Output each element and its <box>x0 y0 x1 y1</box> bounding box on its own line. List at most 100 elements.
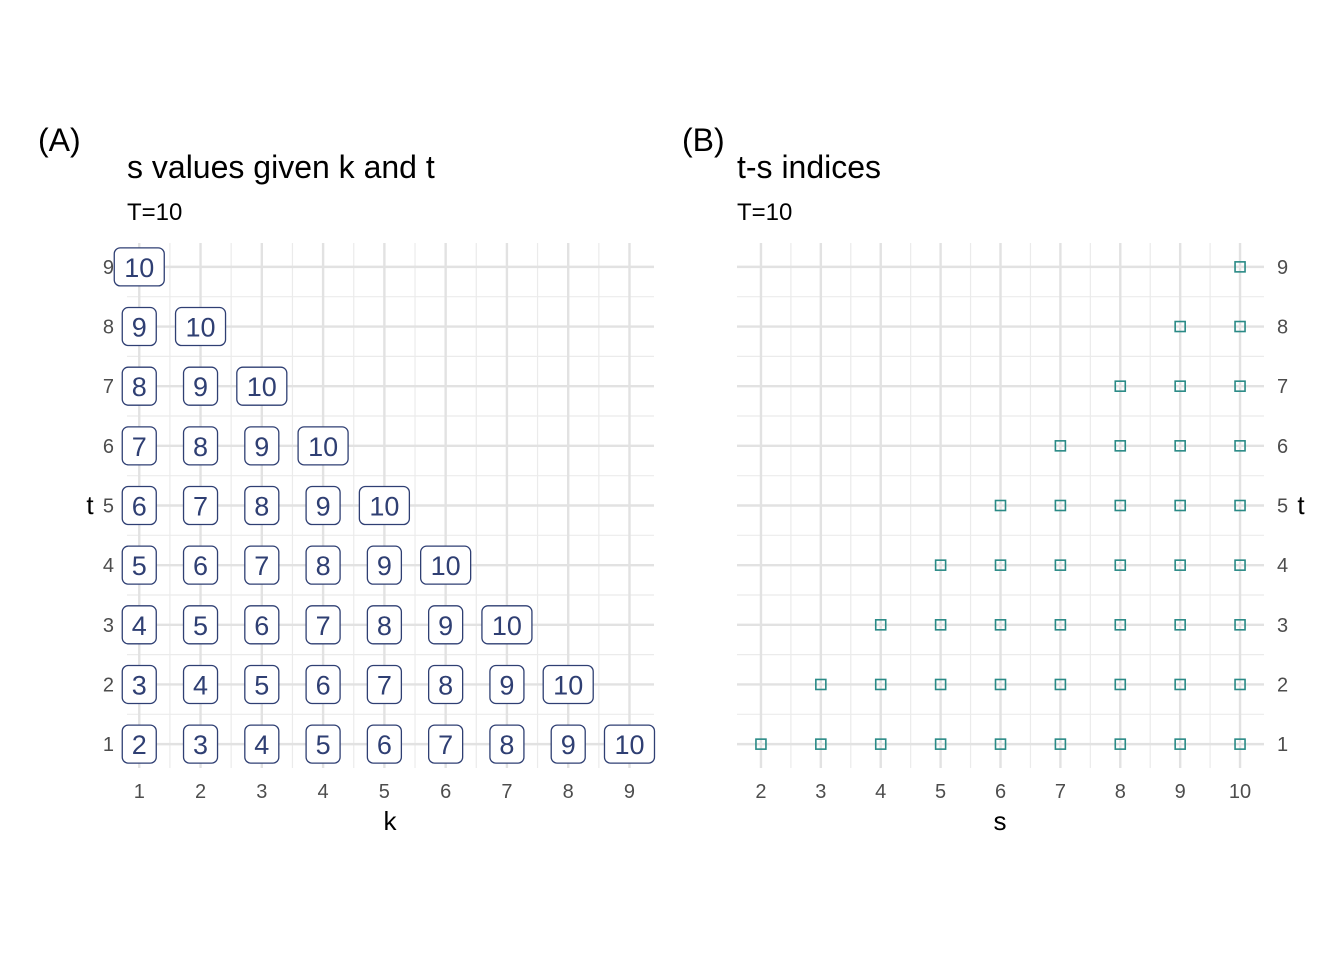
label-text: 8 <box>132 372 147 402</box>
label-text: 5 <box>254 670 269 700</box>
point-marker <box>1174 738 1186 750</box>
y-tick-label: 8 <box>1277 317 1288 339</box>
point-marker <box>1174 559 1186 571</box>
label-box <box>182 426 219 466</box>
point-marker <box>1234 499 1246 512</box>
x-tick-label: 2 <box>755 781 766 803</box>
label-text: 6 <box>377 730 392 760</box>
label-box <box>305 664 341 705</box>
label-text: 8 <box>377 611 392 641</box>
point-marker <box>1114 380 1127 392</box>
point-marker <box>1174 320 1186 333</box>
point-marker <box>1114 499 1127 512</box>
label-box <box>113 247 165 287</box>
y-tick-label: 1 <box>1277 734 1288 756</box>
label-text: 8 <box>499 730 514 760</box>
label-text: 7 <box>377 670 392 700</box>
y-tick-label: 7 <box>1277 376 1288 398</box>
label-box <box>542 664 594 705</box>
point-marker <box>1174 440 1186 452</box>
panel-a-y-tick-labels: 1 2 3 4 5 6 7 8 9 <box>103 257 114 756</box>
x-tick-label: 5 <box>379 781 390 803</box>
y-tick-label: 6 <box>103 436 114 458</box>
point-marker <box>1234 738 1246 750</box>
label-text: 4 <box>254 730 269 760</box>
point-marker <box>934 559 947 571</box>
label-box <box>182 485 219 526</box>
label-text: 9 <box>316 492 331 522</box>
y-tick-label: 4 <box>103 555 114 577</box>
panel-b-grid <box>737 243 1264 768</box>
panel-a-labels: 2 3 4 5 6 7 8 9 10 3 4 5 6 7 8 9 10 4 5 6 7 8 9 10 5 6 7 8 9 10 6 7 8 9 10… <box>113 247 656 764</box>
panel-a-title: s values given k and t <box>127 149 435 185</box>
y-tick-label: 3 <box>1277 615 1288 637</box>
label-box <box>121 605 157 645</box>
label-box <box>244 485 280 526</box>
point-marker <box>1234 559 1246 571</box>
point-marker <box>815 678 827 691</box>
label-box <box>182 724 219 764</box>
label-text: 6 <box>193 551 208 581</box>
point-marker <box>934 738 947 750</box>
point-marker <box>874 738 887 750</box>
panel-a-subtitle: T=10 <box>127 199 182 226</box>
label-box <box>182 664 219 705</box>
point-marker <box>1054 499 1067 512</box>
x-tick-label: 1 <box>134 781 145 803</box>
panel-b-tag: (B) <box>682 122 725 158</box>
point-marker <box>994 499 1007 512</box>
point-marker <box>1114 440 1127 452</box>
point-marker <box>1174 619 1186 631</box>
point-marker <box>1174 499 1186 512</box>
label-text: 9 <box>132 313 147 343</box>
label-text: 10 <box>247 372 277 402</box>
label-box <box>358 485 411 526</box>
point-marker <box>1054 619 1067 631</box>
label-box <box>428 664 464 705</box>
x-tick-label: 4 <box>875 781 886 803</box>
label-text: 5 <box>132 551 147 581</box>
label-text: 10 <box>369 492 399 522</box>
label-text: 6 <box>254 611 269 641</box>
label-text: 10 <box>308 432 338 462</box>
panel-b: (B) t-s indices T=10 2 3 4 5 6 7 8 9 10 1 2 3 4 5 6 7 8… <box>682 122 1305 836</box>
y-tick-label: 9 <box>103 257 114 279</box>
point-marker <box>1114 559 1127 571</box>
label-box <box>305 724 341 764</box>
x-tick-label: 9 <box>1175 781 1186 803</box>
label-text: 7 <box>132 432 147 462</box>
label-text: 10 <box>431 551 461 581</box>
label-text: 4 <box>193 670 208 700</box>
y-tick-label: 5 <box>103 496 114 518</box>
label-box <box>121 724 157 764</box>
point-marker <box>934 619 947 631</box>
point-marker <box>994 738 1007 750</box>
point-marker <box>994 619 1007 631</box>
y-tick-label: 7 <box>103 376 114 398</box>
y-tick-label: 2 <box>1277 674 1288 696</box>
label-box <box>182 605 219 645</box>
label-box <box>366 605 403 645</box>
panel-a-x-tick-labels: 1 2 3 4 5 6 7 8 9 <box>134 781 635 803</box>
label-box <box>550 724 586 764</box>
panel-b-y-tick-labels: 1 2 3 4 5 6 7 8 9 <box>1277 257 1288 756</box>
x-tick-label: 6 <box>995 781 1006 803</box>
label-box <box>366 545 403 585</box>
point-marker <box>1054 738 1067 750</box>
label-box <box>428 605 464 645</box>
x-tick-label: 4 <box>318 781 329 803</box>
label-box <box>121 366 157 406</box>
point-marker <box>1234 261 1246 273</box>
x-tick-label: 3 <box>815 781 826 803</box>
label-text: 6 <box>132 492 147 522</box>
x-tick-label: 9 <box>624 781 635 803</box>
label-text: 5 <box>193 611 208 641</box>
label-box <box>428 724 464 764</box>
panel-a-tag: (A) <box>38 122 81 158</box>
label-text: 7 <box>438 730 453 760</box>
label-text: 10 <box>124 253 154 283</box>
point-marker <box>1174 380 1186 392</box>
y-tick-label: 8 <box>103 317 114 339</box>
x-tick-label: 7 <box>501 781 512 803</box>
label-text: 7 <box>254 551 269 581</box>
